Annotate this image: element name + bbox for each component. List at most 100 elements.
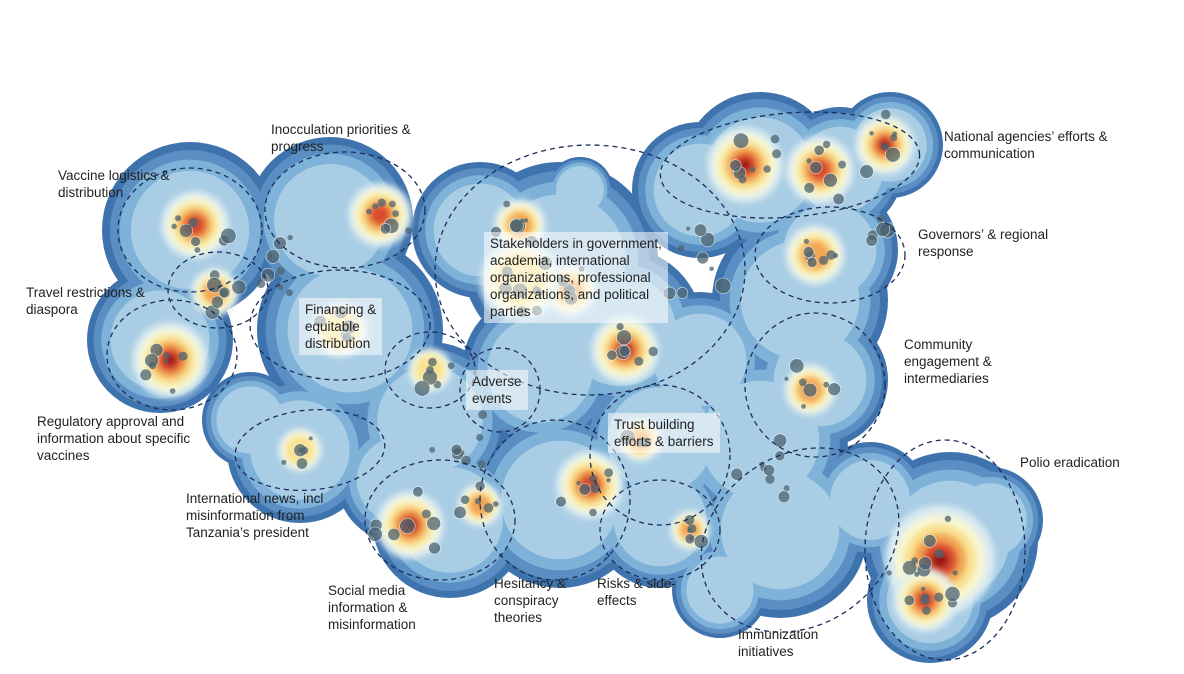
document-dot xyxy=(687,524,697,533)
document-dot xyxy=(606,349,618,361)
document-dot xyxy=(799,378,807,387)
document-dot xyxy=(823,381,830,388)
document-dot xyxy=(911,557,918,564)
document-dot xyxy=(175,215,182,222)
document-dot xyxy=(412,486,424,498)
document-dot xyxy=(921,586,926,592)
hotspot xyxy=(132,322,208,398)
document-dot xyxy=(389,200,396,208)
ring-trust xyxy=(589,384,731,526)
document-dot xyxy=(922,606,931,615)
document-dot xyxy=(881,142,890,151)
document-dot xyxy=(300,446,309,455)
document-dot xyxy=(826,250,836,260)
document-dot xyxy=(447,362,455,370)
document-dot xyxy=(428,541,441,555)
document-dot xyxy=(477,460,486,469)
document-dot xyxy=(476,434,484,441)
document-dot xyxy=(428,357,437,367)
ring-national-agencies xyxy=(659,111,921,219)
document-dot xyxy=(308,436,313,441)
document-dot xyxy=(903,594,916,606)
document-dot xyxy=(934,592,944,602)
document-dot xyxy=(709,266,714,272)
document-dot xyxy=(231,279,247,295)
document-dot xyxy=(869,131,874,136)
document-dot xyxy=(689,536,694,541)
document-dot xyxy=(944,586,961,602)
document-dot xyxy=(832,193,845,206)
document-dot xyxy=(693,534,709,549)
document-dot xyxy=(618,345,631,357)
document-dot xyxy=(256,279,266,289)
label-polio-eradication: Polio eradication xyxy=(1020,455,1120,470)
label-inocculation-priorities: Inocculation priorities & progress xyxy=(271,122,411,154)
document-dot xyxy=(676,287,689,299)
document-dot xyxy=(265,249,281,264)
ring-community xyxy=(744,312,886,458)
document-dot xyxy=(923,534,937,548)
document-dot xyxy=(730,467,744,481)
document-dot xyxy=(277,284,284,291)
document-dot xyxy=(377,198,386,207)
cluster-rings xyxy=(106,111,1026,661)
ring-vaccine-logistics xyxy=(117,167,263,293)
document-dot xyxy=(738,175,747,184)
document-dot xyxy=(426,366,434,374)
document-dot xyxy=(789,358,805,374)
document-dot xyxy=(148,362,157,370)
document-dot xyxy=(276,266,285,275)
document-dot xyxy=(838,160,847,169)
document-dot xyxy=(576,480,581,486)
document-dot xyxy=(777,490,791,504)
document-dot xyxy=(886,570,892,576)
document-dot xyxy=(806,158,812,164)
document-dot xyxy=(952,570,958,576)
document-dot xyxy=(454,447,460,453)
document-dot xyxy=(885,146,901,163)
document-dot xyxy=(523,218,529,223)
label-immunization-initiatives: Immunization initiatives xyxy=(738,627,819,659)
document-dot xyxy=(693,223,708,237)
document-dot xyxy=(819,255,829,265)
label-vaccine-logistics: Vaccine logistics & distribution xyxy=(58,168,170,200)
document-dot xyxy=(164,358,169,364)
document-dot xyxy=(194,247,201,253)
document-dot xyxy=(770,134,780,144)
document-dot xyxy=(749,166,756,173)
document-dot xyxy=(944,515,952,522)
document-dot xyxy=(832,252,839,259)
ring-immunization xyxy=(700,447,900,633)
document-dot xyxy=(696,251,710,265)
document-dot xyxy=(762,464,775,477)
document-dot xyxy=(763,165,771,173)
ring-financing xyxy=(249,269,431,381)
document-dot xyxy=(616,323,624,331)
document-dot xyxy=(765,474,775,484)
document-dot xyxy=(429,446,436,453)
document-dot xyxy=(426,516,442,531)
document-dot xyxy=(678,245,685,252)
document-dot xyxy=(918,556,933,571)
ring-social-media xyxy=(364,459,516,581)
document-dot xyxy=(387,527,401,541)
label-hesitancy: Hesitancy & conspiracy theories xyxy=(494,576,567,625)
label-risks-side-effects: Risks & side- effects xyxy=(597,576,676,608)
ring-international-news xyxy=(234,408,386,492)
document-dot xyxy=(210,295,224,309)
label-trust-building: Trust building efforts & barriers xyxy=(608,413,720,453)
hotspot xyxy=(707,127,783,203)
document-dot xyxy=(803,182,815,194)
document-dot xyxy=(555,495,567,508)
document-dot xyxy=(188,217,199,228)
document-dot xyxy=(503,200,511,208)
document-dot xyxy=(520,218,525,223)
document-dot xyxy=(163,352,170,359)
label-adverse-events: Adverse events xyxy=(466,370,528,410)
document-dot xyxy=(190,236,201,247)
document-dot xyxy=(179,223,194,238)
document-dot xyxy=(827,382,842,397)
document-dot xyxy=(590,483,601,493)
document-dot xyxy=(813,144,825,156)
document-dot xyxy=(806,257,818,268)
